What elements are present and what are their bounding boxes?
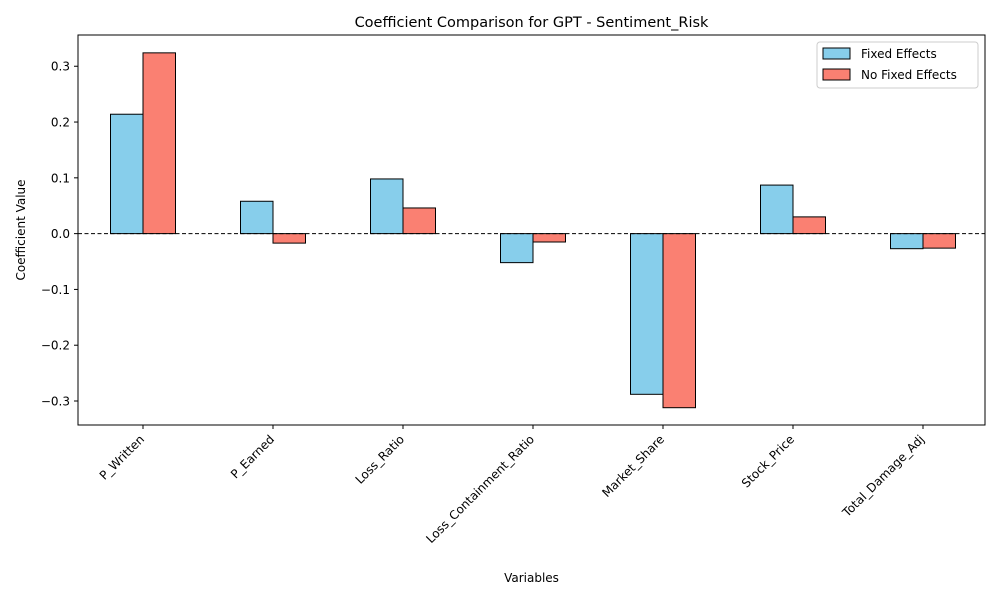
bar-Stock_Price-fixed-effects	[760, 184, 794, 235]
bar-P_Written-fixed-effects	[110, 113, 144, 235]
legend-frame	[816, 41, 979, 89]
x-tick-label: P_Earned	[228, 432, 277, 481]
bar-Market_Share-no-fixed-effects	[662, 233, 696, 409]
bar-Total_Damage_Adj-fixed-effects	[890, 233, 924, 250]
bar-Loss_Ratio-fixed-effects	[370, 178, 404, 235]
legend: Fixed Effects No Fixed Effects	[816, 41, 979, 89]
bars-group	[110, 52, 956, 409]
x-tick-label: Total_Damage_Adj	[839, 432, 927, 520]
legend-label: No Fixed Effects	[861, 68, 957, 82]
y-tick-label: −0.3	[41, 395, 70, 409]
y-tick-label: 0.1	[51, 171, 70, 185]
y-axis-title: Coefficient Value	[14, 179, 28, 280]
x-tick-label: Market_Share	[599, 432, 667, 500]
bar-P_Earned-no-fixed-effects	[272, 233, 306, 244]
bar-P_Earned-fixed-effects	[240, 200, 274, 235]
y-tick-label: −0.2	[41, 339, 70, 353]
bar-Stock_Price-no-fixed-effects	[792, 216, 826, 235]
chart-title: Coefficient Comparison for GPT - Sentime…	[355, 15, 709, 31]
y-tick-label: 0.3	[51, 60, 70, 74]
x-tick-label: Loss_Containment_Ratio	[423, 432, 537, 546]
legend-swatch	[822, 47, 851, 60]
bar-Loss_Containment_Ratio-no-fixed-effects	[532, 233, 566, 243]
x-axis-ticks: P_Written P_Earned Loss_Ratio Loss_Containm…	[97, 425, 927, 546]
x-tick-label: P_Written	[97, 432, 147, 482]
legend-label: Fixed Effects	[861, 47, 937, 61]
y-tick-label: −0.1	[41, 283, 70, 297]
y-tick-label: 0.0	[51, 227, 70, 241]
bar-Loss_Containment_Ratio-fixed-effects	[500, 233, 534, 264]
y-axis-ticks: −0.3 −0.2 −0.1 0.0 0.1 0.2 0.3	[41, 60, 78, 409]
bar-Loss_Ratio-no-fixed-effects	[402, 207, 436, 235]
x-axis-title: Variables	[504, 571, 559, 585]
y-tick-label: 0.2	[51, 116, 70, 130]
bar-P_Written-no-fixed-effects	[142, 52, 176, 235]
x-tick-label: Stock_Price	[739, 432, 797, 490]
legend-swatch	[822, 68, 851, 81]
bar-Market_Share-fixed-effects	[630, 233, 664, 395]
x-tick-label: Loss_Ratio	[353, 432, 408, 487]
plot-frame	[77, 34, 986, 426]
bar-Total_Damage_Adj-no-fixed-effects	[922, 233, 956, 249]
